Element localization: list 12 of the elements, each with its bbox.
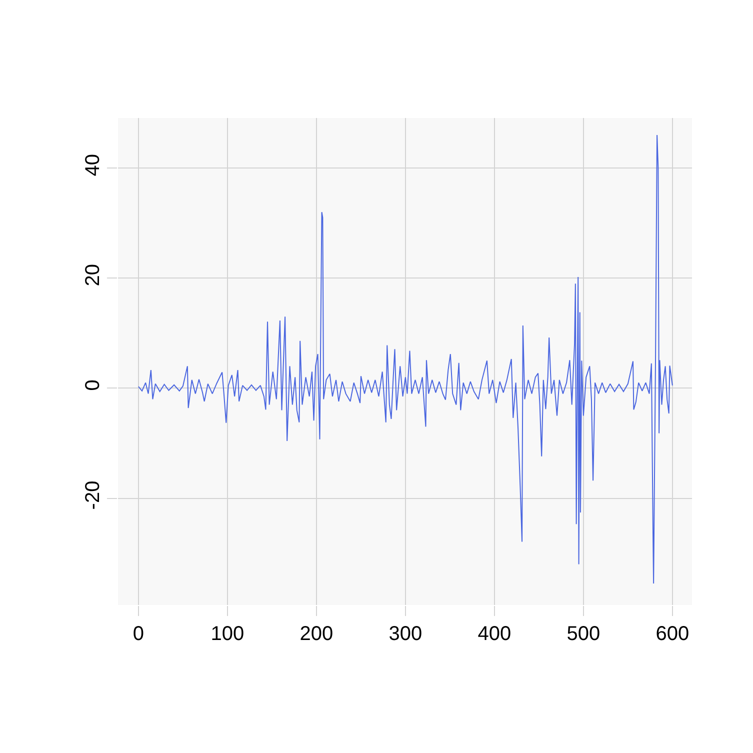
y-tick-label: -20 — [82, 480, 104, 510]
y-tick-label: 20 — [82, 264, 104, 286]
line-series — [138, 134, 673, 584]
y-tick-label: 0 — [82, 380, 104, 391]
y-tick-label: 40 — [82, 154, 104, 176]
x-tick-label: 200 — [300, 623, 334, 645]
x-tick-label: 100 — [210, 623, 244, 645]
x-tick-label: 400 — [478, 623, 512, 645]
x-tick-label: 300 — [388, 623, 422, 645]
x-tick-label: 600 — [656, 623, 690, 645]
x-tick-label: 0 — [132, 623, 144, 645]
x-tick-label: 500 — [566, 623, 600, 645]
